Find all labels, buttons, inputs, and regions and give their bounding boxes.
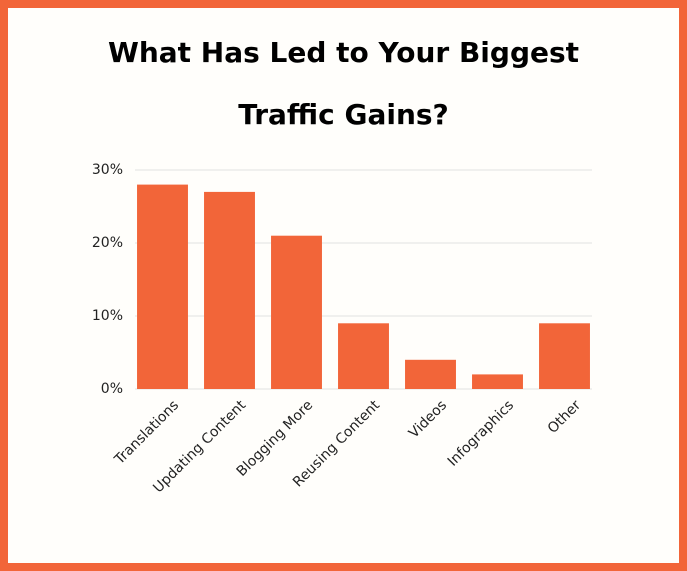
bar: [338, 323, 389, 389]
chart-title: What Has Led to Your Biggest Traffic Gai…: [107, 36, 580, 131]
y-tick-label: 20%: [92, 235, 123, 251]
y-tick-label: 0%: [101, 381, 123, 397]
bar: [137, 184, 188, 389]
bar: [405, 359, 456, 389]
x-tick-label: Other: [545, 397, 585, 437]
bar: [539, 323, 590, 389]
x-tick-label: Videos: [406, 397, 450, 441]
bar: [271, 235, 322, 389]
bar: [204, 191, 255, 389]
bar: [472, 374, 523, 389]
x-tick-label: Translations: [111, 397, 182, 468]
y-tick-label: 10%: [92, 308, 123, 324]
x-tick-label: Infographics: [445, 397, 517, 469]
y-tick-label: 30%: [92, 162, 123, 178]
